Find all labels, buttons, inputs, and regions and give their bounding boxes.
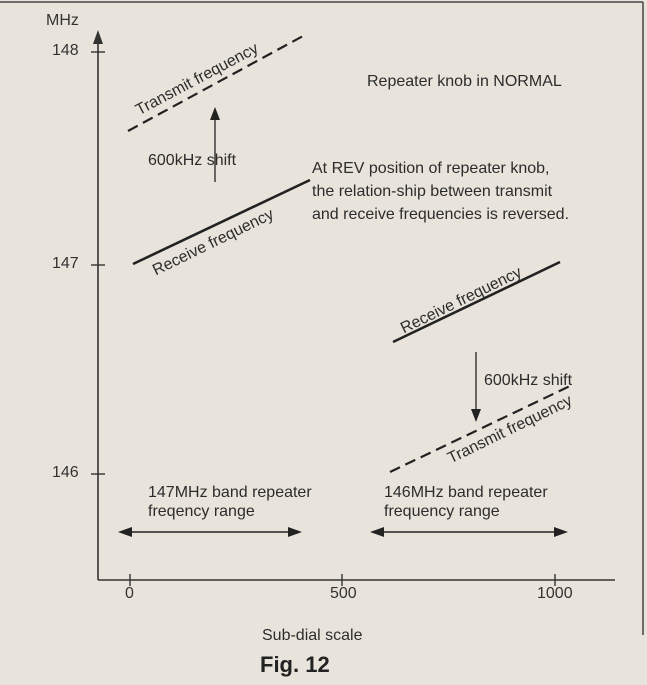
right-receive-line: [392, 260, 561, 344]
x-tick-label-0: 0: [125, 585, 134, 602]
left-range-arrowhead-l: [118, 527, 132, 537]
note-normal: Repeater knob in NORMAL: [367, 73, 562, 90]
y-axis-arrow: [93, 30, 103, 44]
right-range-line2: frequency range: [384, 503, 500, 520]
left-range-line2: freqency range: [148, 503, 255, 520]
x-axis-label: Sub-dial scale: [262, 627, 363, 644]
left-range-arrowhead-r: [288, 527, 302, 537]
note-rev-line1: At REV position of repeater knob,: [312, 160, 550, 177]
x-tick-label-1000: 1000: [537, 585, 573, 602]
right-range-line1: 146MHz band repeater: [384, 484, 548, 501]
left-shift-arrowhead: [210, 107, 220, 120]
right-shift-label: 600kHz shift: [484, 372, 573, 389]
left-shift-label: 600kHz shift: [148, 152, 237, 169]
right-transmit-line: [389, 384, 573, 473]
y-tick-label-146: 146: [52, 464, 79, 481]
note-rev-line2: the relation-ship between transmit: [312, 183, 553, 200]
left-receive-line: [132, 178, 311, 266]
left-range-line1: 147MHz band repeater: [148, 484, 312, 501]
right-range-arrowhead-r: [554, 527, 568, 537]
x-tick-label-500: 500: [330, 585, 357, 602]
note-rev-line3: and receive frequencies is reversed.: [312, 206, 570, 223]
y-tick-label-148: 148: [52, 42, 79, 59]
y-tick-label-147: 147: [52, 255, 79, 272]
y-axis-unit: MHz: [46, 12, 79, 29]
right-shift-arrowhead: [471, 409, 481, 422]
figure-caption: Fig. 12: [260, 652, 330, 677]
right-range-arrowhead-l: [370, 527, 384, 537]
